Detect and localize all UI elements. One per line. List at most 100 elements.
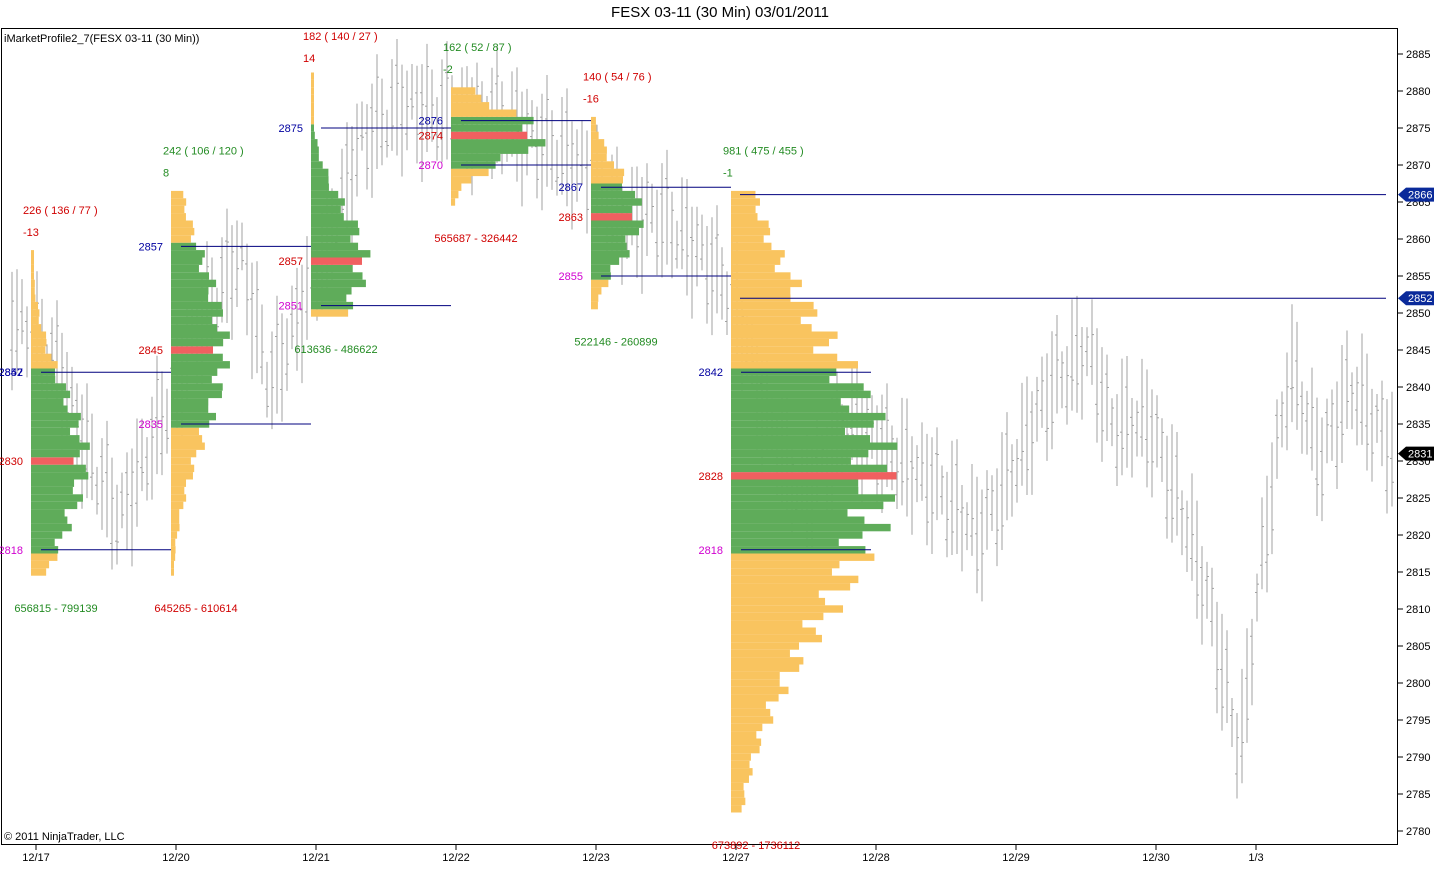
profile-outside-bar (591, 131, 599, 140)
profile-outside-bar (171, 190, 184, 199)
profile-outside-bar (731, 664, 800, 672)
profile-outside-bar (171, 546, 176, 554)
profile-value-area-bar (311, 183, 329, 191)
profile-value-area-bar (31, 405, 68, 413)
profile-volume-label: 522146 - 260899 (574, 337, 657, 349)
profile-outside-bar (31, 324, 42, 332)
profile-delta-label: -13 (23, 227, 39, 239)
profile-outside-bar (731, 361, 858, 369)
profile-value-area-bar (311, 287, 352, 295)
profile-outside-bar (591, 176, 624, 184)
profile-volume-label: 613636 - 486622 (294, 344, 377, 356)
profile-value-area-bar (451, 139, 546, 147)
profile-outside-bar (31, 553, 58, 561)
profile-outside-bar (311, 72, 314, 80)
profile-outside-bar (31, 294, 36, 302)
profile-outside-bar (591, 161, 615, 169)
profile-outside-bar (171, 560, 174, 569)
profile-high-label: 2876 (419, 116, 443, 128)
profile-outside-bar (31, 353, 52, 362)
profile-outside-bar (311, 116, 314, 125)
profile-outside-bar (731, 316, 801, 325)
profile-outside-bar (171, 427, 199, 436)
profile-outside-bar (731, 575, 859, 584)
profile-outside-bar (731, 227, 771, 236)
x-tick-label: 12/29 (1002, 852, 1030, 864)
y-tick-label: 2855 (1406, 271, 1430, 283)
profile-high-label: 2875 (279, 123, 303, 135)
profile-outside-bar (731, 560, 840, 569)
profile-outside-bar (731, 797, 746, 806)
profile-value-area-bar (171, 353, 223, 362)
profile-outside-bar (31, 287, 35, 295)
y-tick-label: 2780 (1406, 826, 1430, 838)
profile-delta-label: -2 (443, 64, 453, 76)
profile-outside-bar (451, 102, 490, 110)
profile-value-area-bar (31, 442, 90, 450)
profile-value-area-bar (311, 139, 318, 147)
profile-outside-bar (31, 272, 34, 280)
profile-value-area-bar (171, 301, 222, 310)
profile-outside-bar (591, 124, 597, 132)
profile-delta-label: -16 (583, 94, 599, 106)
y-tick-label: 2885 (1406, 49, 1430, 61)
profile-value-area-bar (591, 205, 633, 214)
profile-outside-bar (591, 153, 607, 162)
profile-value-area-bar (311, 168, 329, 177)
profile-outside-bar (731, 198, 760, 206)
profile-outside-bar (31, 257, 34, 265)
x-tick-label: 12/30 (1142, 852, 1170, 864)
profile-poc-label: 2828 (699, 471, 723, 483)
profile-outside-bar (31, 331, 47, 339)
profile-value-area-bar (171, 279, 217, 288)
profile-outside-bar (731, 753, 751, 761)
profile-outside-bar (171, 227, 195, 236)
profile-volume-label: 656815 - 799139 (14, 603, 97, 615)
profile-high-label: 2857 (139, 241, 163, 253)
profile-outside-bar (731, 301, 814, 310)
profile-outside-bar (171, 516, 180, 524)
profile-outside-bar (171, 553, 176, 561)
profile-delta-label: 14 (303, 53, 315, 65)
profile-value-area-bar (731, 435, 871, 443)
profile-outside-bar (731, 553, 875, 561)
profile-poc-bar (731, 472, 897, 480)
profile-value-area-bar (171, 287, 209, 295)
profile-value-area-bar (311, 264, 353, 273)
last-price-tag-label: 2831 (1408, 449, 1432, 461)
y-tick-label: 2820 (1406, 530, 1430, 542)
profile-outside-bar (171, 449, 197, 458)
profile-outside-bar (731, 353, 838, 362)
profile-outside-bar (311, 94, 314, 103)
profile-outside-bar (731, 205, 756, 214)
profile-value-area-bar (31, 479, 75, 487)
profile-value-area-bar (311, 161, 323, 169)
profile-value-area-bar (171, 250, 205, 258)
x-tick-label: 12/17 (22, 852, 50, 864)
profile-value-area-bar (591, 198, 642, 206)
profile-outside-bar (31, 338, 47, 347)
profile-value-area-bar (31, 420, 79, 428)
profile-poc-bar (171, 346, 214, 354)
y-tick-label: 2850 (1406, 308, 1430, 320)
profile-value-area-bar (31, 501, 78, 510)
plot-area[interactable] (1, 28, 1398, 845)
profile-poc-bar (591, 213, 632, 221)
x-tick-label: 12/23 (582, 852, 610, 864)
profile-outside-bar (591, 287, 602, 295)
profile-outside-bar (171, 205, 185, 214)
profile-outside-bar (451, 198, 456, 206)
profile-value-area-bar (171, 257, 203, 265)
profile-value-area-bar (731, 538, 839, 547)
profile-outside-bar (731, 242, 772, 251)
profile-outside-bar (171, 213, 186, 221)
profile-value-area-bar (31, 383, 66, 391)
profile-value-area-bar (311, 131, 315, 140)
profile-val-label: 2870 (419, 160, 443, 172)
profile-outside-bar (171, 198, 187, 206)
profile-value-area-bar (171, 361, 230, 369)
profile-value-area-bar (31, 494, 83, 502)
y-tick-label: 2825 (1406, 493, 1430, 505)
profile-val-label: 2818 (699, 545, 723, 557)
